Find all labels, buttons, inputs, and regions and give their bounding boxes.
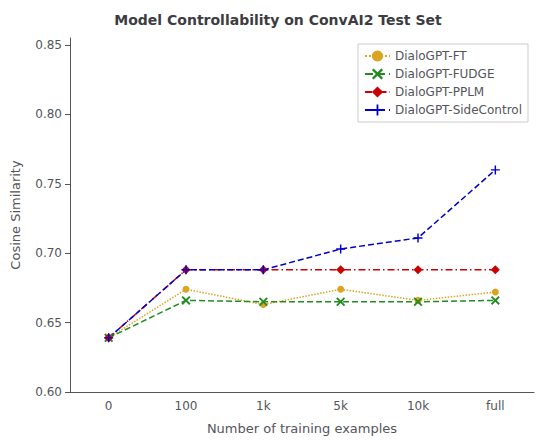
svg-text:DialoGPT-SideControl: DialoGPT-SideControl [395,103,522,117]
svg-text:0.70: 0.70 [35,246,62,260]
svg-text:0: 0 [105,399,113,413]
svg-text:5k: 5k [333,399,348,413]
svg-text:Number of training examples: Number of training examples [207,421,397,436]
svg-text:0.85: 0.85 [35,38,62,52]
svg-text:0.80: 0.80 [35,107,62,121]
svg-text:full: full [486,399,505,413]
svg-text:Cosine Similarity: Cosine Similarity [8,160,23,270]
svg-text:100: 100 [175,399,198,413]
svg-text:DialoGPT-FUDGE: DialoGPT-FUDGE [395,67,495,81]
svg-text:Model Controllability on ConvA: Model Controllability on ConvAI2 Test Se… [114,12,442,28]
svg-text:0.60: 0.60 [35,385,62,399]
svg-text:0.65: 0.65 [35,316,62,330]
svg-text:1k: 1k [256,399,271,413]
svg-text:DialoGPT-PPLM: DialoGPT-PPLM [395,85,484,99]
svg-text:0.75: 0.75 [35,177,62,191]
svg-text:10k: 10k [407,399,429,413]
svg-text:DialoGPT-FT: DialoGPT-FT [395,49,467,63]
